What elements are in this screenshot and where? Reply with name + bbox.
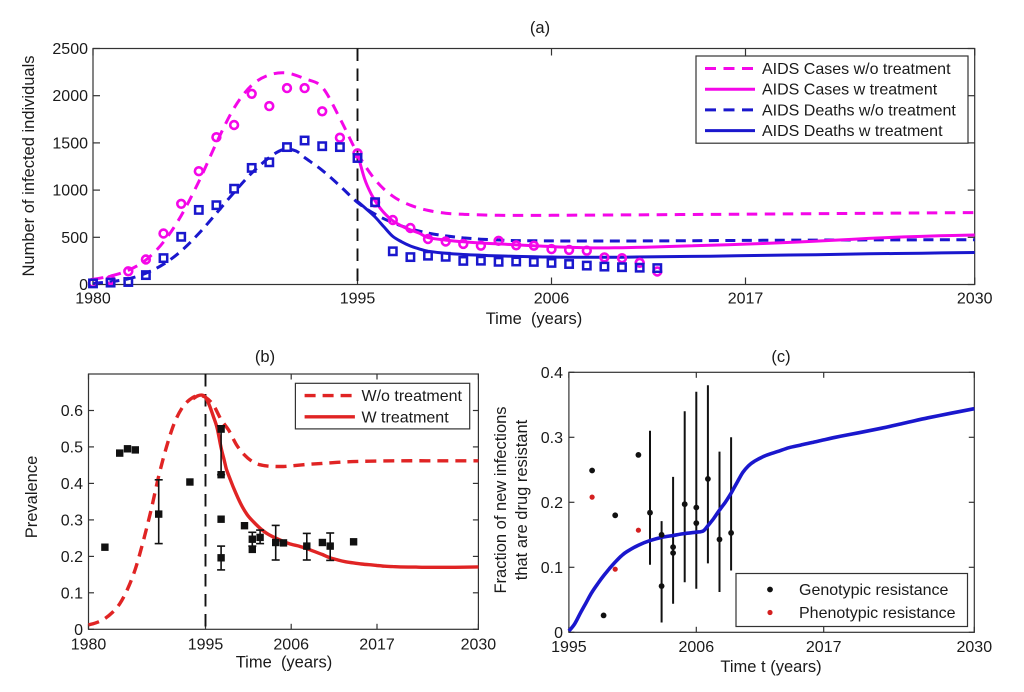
svg-text:W/o treatment: W/o treatment — [362, 388, 463, 405]
svg-text:2500: 2500 — [52, 41, 88, 58]
svg-text:(a): (a) — [530, 19, 550, 37]
svg-text:Number of infected individuals: Number of infected individuals — [20, 55, 38, 276]
svg-text:1995: 1995 — [188, 637, 224, 654]
svg-text:Genotypic resistance: Genotypic resistance — [799, 582, 949, 599]
svg-text:0.3: 0.3 — [61, 512, 83, 529]
svg-text:0.4: 0.4 — [541, 365, 563, 382]
svg-text:1000: 1000 — [52, 183, 88, 200]
svg-text:0.6: 0.6 — [61, 403, 83, 420]
svg-text:AIDS Cases w treatment: AIDS Cases w treatment — [762, 82, 938, 99]
svg-text:1995: 1995 — [551, 639, 587, 656]
svg-text:2006: 2006 — [273, 637, 309, 654]
svg-text:0.5: 0.5 — [61, 439, 83, 456]
svg-text:2017: 2017 — [359, 637, 395, 654]
svg-text:W treatment: W treatment — [362, 409, 450, 426]
svg-text:2006: 2006 — [534, 291, 570, 308]
svg-text:0.1: 0.1 — [61, 585, 83, 602]
svg-text:2017: 2017 — [728, 291, 764, 308]
svg-text:that are drug resistant: that are drug resistant — [513, 419, 531, 580]
svg-text:1500: 1500 — [52, 135, 88, 152]
svg-text:2030: 2030 — [461, 637, 497, 654]
svg-text:0.3: 0.3 — [541, 430, 563, 447]
svg-text:2006: 2006 — [679, 639, 715, 656]
svg-text:0: 0 — [74, 622, 83, 639]
svg-text:0.1: 0.1 — [541, 560, 563, 577]
svg-text:0.2: 0.2 — [61, 549, 83, 566]
svg-text:2017: 2017 — [806, 639, 842, 656]
svg-text:1980: 1980 — [71, 637, 107, 654]
svg-text:0: 0 — [79, 277, 88, 294]
svg-text:2030: 2030 — [957, 291, 993, 308]
svg-text:Time (years): Time (years) — [236, 654, 333, 672]
svg-text:1980: 1980 — [75, 291, 111, 308]
svg-text:AIDS Deaths w/o treatment: AIDS Deaths w/o treatment — [762, 102, 956, 119]
svg-text:Time (years): Time (years) — [486, 310, 583, 328]
svg-text:2000: 2000 — [52, 88, 88, 105]
svg-text:AIDS Cases w/o treatment: AIDS Cases w/o treatment — [762, 61, 951, 78]
svg-text:500: 500 — [61, 230, 88, 247]
svg-text:1995: 1995 — [340, 291, 376, 308]
svg-text:2030: 2030 — [957, 639, 993, 656]
svg-text:Time t (years): Time t (years) — [720, 658, 821, 676]
svg-text:(b): (b) — [255, 348, 275, 366]
svg-text:0.2: 0.2 — [541, 495, 563, 512]
svg-text:(c): (c) — [771, 348, 790, 366]
svg-text:Prevalence: Prevalence — [23, 456, 41, 539]
svg-text:Phenotypic resistance: Phenotypic resistance — [799, 605, 956, 622]
svg-text:0: 0 — [554, 625, 563, 642]
svg-text:AIDS Deaths w treatment: AIDS Deaths w treatment — [762, 123, 943, 140]
svg-text:0.4: 0.4 — [61, 476, 83, 493]
svg-text:Fraction of new infections: Fraction of new infections — [492, 406, 510, 593]
